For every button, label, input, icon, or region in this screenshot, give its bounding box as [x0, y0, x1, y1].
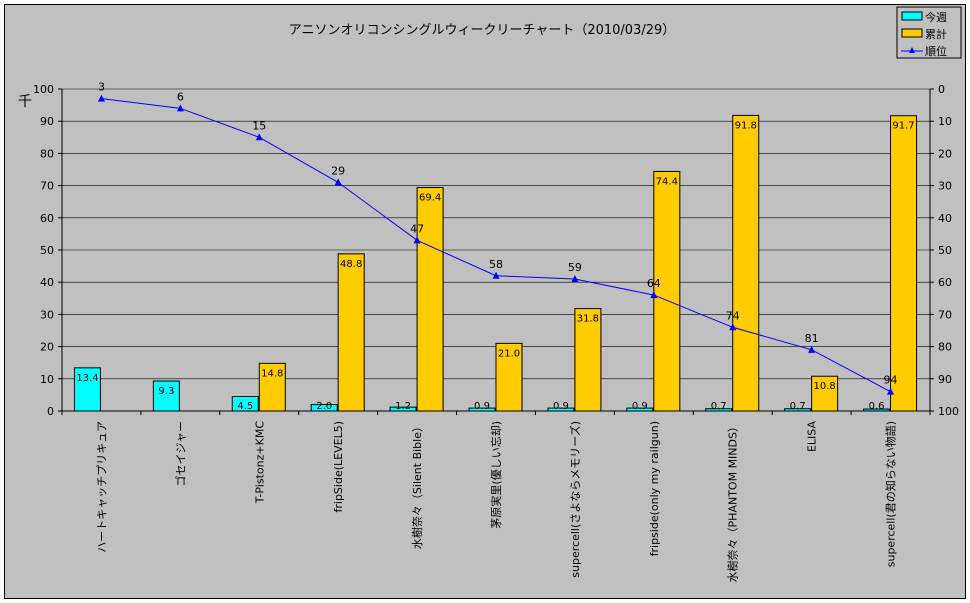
x-tick-label: supercell(さよならメモリーズ) [568, 421, 582, 578]
legend: 今週 累計 順位 [896, 6, 962, 59]
x-tick-label: fripside(only my railgun) [648, 421, 661, 556]
rank-label: 15 [252, 119, 266, 132]
y-tick-label-right: 0 [938, 83, 945, 96]
data-label: 31.8 [577, 314, 599, 325]
y-tick-label-left: 100 [33, 83, 54, 96]
data-label: 74.4 [656, 176, 678, 187]
data-label: 91.8 [735, 120, 757, 131]
y-tick-label-left: 50 [40, 244, 54, 257]
data-label: 48.8 [340, 259, 362, 270]
bar-total [495, 342, 523, 412]
legend-swatch-total [901, 28, 923, 38]
rank-label: 58 [489, 258, 503, 271]
y-tick-label-right: 20 [938, 147, 952, 160]
rank-marker [887, 387, 895, 395]
rank-marker [97, 94, 105, 102]
bar-total [890, 115, 918, 412]
y-tick-label-right: 10 [938, 115, 952, 128]
rank-label: 59 [568, 261, 582, 274]
x-tick-label: T-Pistonz+KMC [253, 421, 266, 505]
data-label: 0.9 [632, 401, 648, 412]
rank-marker [650, 291, 658, 299]
rank-marker [729, 323, 737, 331]
y-tick-label-left: 30 [40, 308, 54, 321]
rank-marker [176, 104, 184, 112]
rank-marker [571, 274, 579, 282]
legend-label-rank: 順位 [925, 44, 947, 58]
data-label: 0.9 [474, 401, 490, 412]
y-tick-label-right: 40 [938, 212, 952, 225]
x-tick-label: fripSide(LEVEL5) [332, 421, 345, 513]
rank-label: 74 [726, 309, 740, 322]
y-tick-label-right: 100 [938, 405, 959, 418]
chart-area [4, 4, 966, 599]
y-tick-label-left: 60 [40, 212, 54, 225]
data-label: 0.6 [869, 401, 885, 412]
rank-label: 29 [331, 164, 345, 177]
x-tick-label: ハートキャッチプリキュア [95, 421, 108, 553]
rank-marker [492, 271, 500, 279]
bar-total [574, 308, 602, 412]
data-label: 69.4 [419, 193, 441, 204]
x-tick-label: ELISA [806, 421, 819, 453]
legend-label-this-week: 今週 [925, 10, 947, 24]
data-label: 10.8 [814, 381, 836, 392]
data-label: 9.3 [158, 386, 174, 397]
legend-marker-rank [909, 47, 915, 53]
y-tick-label-right: 60 [938, 276, 952, 289]
y-tick-label-right: 30 [938, 180, 952, 193]
y-tick-label-left: 10 [40, 373, 54, 386]
x-tick-label: 水樹奈々（PHANTOM MINDS） [726, 421, 740, 582]
rank-label: 64 [647, 277, 661, 290]
data-label: 14.8 [261, 368, 283, 379]
data-label: 4.5 [237, 401, 253, 412]
y-tick-label-right: 80 [938, 341, 952, 354]
rank-label: 81 [805, 332, 819, 345]
y-tick-label-right: 70 [938, 308, 952, 321]
y-tick-label-left: 20 [40, 341, 54, 354]
bar-total [732, 114, 760, 412]
bar-total [416, 187, 444, 412]
data-label: 21.0 [498, 348, 520, 359]
rank-label: 3 [98, 81, 105, 94]
y-tick-label-left: 70 [40, 180, 54, 193]
legend-swatch-this-week [901, 11, 923, 21]
y-tick-label-right: 90 [938, 373, 952, 386]
bar-total [653, 170, 681, 412]
x-tick-label: 茅原実里(優しい忘却) [489, 421, 503, 529]
rank-label: 47 [410, 222, 424, 235]
data-label: 91.7 [892, 121, 914, 132]
legend-label-total: 累計 [925, 27, 947, 41]
bar-this-week [152, 380, 180, 412]
data-label: 2.0 [316, 401, 332, 412]
rank-marker [413, 236, 421, 244]
rank-marker [808, 345, 816, 353]
y-tick-label-left: 40 [40, 276, 54, 289]
y-tick-label-left: 0 [47, 405, 54, 418]
y-tick-label-right: 50 [938, 244, 952, 257]
y-tick-label-left: 80 [40, 147, 54, 160]
x-tick-label: supercell(君の知らない物語) [884, 421, 898, 567]
y-axis-left-label: 千 [18, 94, 32, 110]
rank-marker [334, 178, 342, 186]
bar-this-week [73, 367, 101, 412]
chart-title: アニソンオリコンシングルウィークリーチャート（2010/03/29） [289, 23, 676, 38]
data-label: 1.2 [395, 401, 411, 412]
data-label: 0.7 [711, 401, 727, 412]
rank-marker [255, 133, 263, 141]
y-tick-label-left: 90 [40, 115, 54, 128]
x-tick-label: 水樹奈々（Silent Bible） [410, 421, 424, 549]
rank-label: 6 [177, 90, 184, 103]
bar-total [337, 253, 365, 412]
data-label: 13.4 [76, 373, 98, 384]
rank-label: 94 [884, 374, 898, 387]
data-label: 0.7 [790, 401, 806, 412]
x-tick-label: ゴセイジャー [173, 421, 187, 486]
data-label: 0.9 [553, 401, 569, 412]
